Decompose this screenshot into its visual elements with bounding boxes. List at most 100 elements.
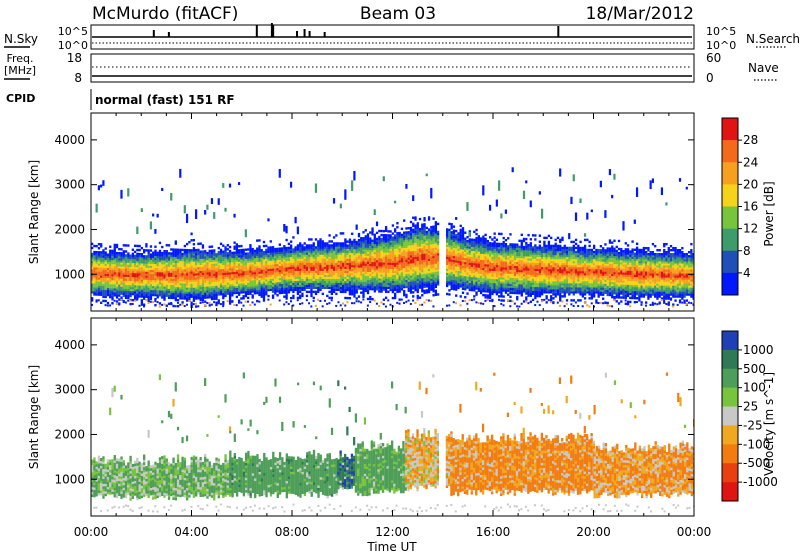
- power-cell: [468, 258, 471, 261]
- power-cell: [262, 277, 266, 280]
- power-cell: [357, 283, 361, 286]
- power-cell: [154, 259, 157, 263]
- power-cell: [330, 248, 333, 251]
- power-cell: [276, 294, 279, 297]
- power-cell: [482, 257, 485, 261]
- power-cell: [455, 244, 458, 247]
- power-cell: [346, 286, 349, 290]
- power-cell: [95, 275, 98, 278]
- power-cell: [258, 249, 261, 252]
- power-cell: [224, 274, 227, 277]
- power-cell: [375, 288, 379, 291]
- power-cell: [427, 290, 431, 294]
- power-cell: [423, 259, 426, 262]
- power-cell: [382, 270, 386, 273]
- power-cell: [253, 255, 257, 259]
- power-cell: [262, 265, 266, 268]
- power-cell: [156, 261, 159, 265]
- power-cell: [351, 244, 354, 248]
- power-cell: [330, 288, 333, 292]
- power-cell: [373, 288, 376, 291]
- power-cell: [375, 269, 379, 273]
- power-cell: [330, 250, 333, 253]
- power-cell: [371, 251, 374, 255]
- power-cell: [172, 282, 175, 286]
- power-cell: [468, 238, 471, 241]
- power-cell: [287, 266, 291, 270]
- power-cell: [362, 285, 365, 288]
- power-cell: [321, 252, 324, 255]
- power-cell: [373, 209, 376, 216]
- power-cell: [378, 235, 381, 239]
- power-cell: [215, 285, 218, 288]
- power-cell: [450, 283, 453, 286]
- power-cell: [244, 248, 248, 251]
- power-cell: [305, 286, 309, 290]
- power-cell: [154, 289, 157, 293]
- power-cell: [360, 285, 363, 288]
- power-cell: [305, 270, 309, 273]
- power-cell: [115, 274, 119, 277]
- power-cell: [310, 282, 313, 285]
- power-cell: [328, 286, 331, 290]
- power-cell: [136, 295, 139, 298]
- power-cell: [265, 256, 268, 260]
- power-cell: [165, 272, 168, 275]
- power-cell: [446, 264, 449, 267]
- power-cell: [337, 254, 340, 257]
- power-cell: [412, 238, 415, 242]
- power-cell: [118, 256, 121, 259]
- power-cell: [294, 216, 297, 224]
- power-cell: [271, 270, 275, 273]
- power-cell: [149, 285, 153, 289]
- power-cell: [466, 272, 469, 275]
- power-cell: [283, 255, 286, 258]
- power-cell: [228, 274, 232, 277]
- power-cell: [488, 294, 492, 297]
- power-cell: [233, 275, 236, 279]
- power-cell: [244, 282, 248, 286]
- power-cell: [152, 293, 155, 297]
- power-cell: [495, 244, 499, 248]
- power-cell: [448, 267, 451, 270]
- power-cell: [156, 301, 159, 304]
- power-cell: [176, 286, 180, 290]
- power-cell: [206, 290, 209, 293]
- power-cell: [222, 272, 225, 276]
- power-cell: [321, 272, 324, 275]
- power-cell: [256, 283, 259, 287]
- power-cell: [251, 290, 254, 293]
- power-cell: [289, 286, 293, 290]
- power-cell: [249, 262, 252, 265]
- power-cell: [326, 278, 329, 281]
- power-cell: [450, 233, 453, 236]
- power-cell: [237, 261, 241, 264]
- power-cell: [371, 285, 374, 289]
- power-cell: [240, 297, 243, 300]
- power-cell: [373, 257, 376, 261]
- power-cell: [448, 304, 451, 307]
- power-cell: [387, 282, 390, 285]
- power-cell: [183, 262, 187, 266]
- power-cell: [265, 262, 268, 266]
- power-cell: [387, 242, 390, 245]
- power-cell: [332, 286, 336, 290]
- power-cell: [131, 256, 135, 260]
- power-cell: [391, 282, 395, 286]
- power-cell: [391, 272, 395, 276]
- power-cell: [339, 203, 342, 209]
- power-cell: [161, 274, 164, 277]
- power-cell: [95, 289, 98, 292]
- power-cell: [91, 260, 94, 264]
- power-cell: [353, 262, 356, 266]
- power-cell: [432, 259, 435, 263]
- power-cell: [199, 250, 202, 253]
- power-cell: [127, 280, 130, 284]
- power-cell: [115, 294, 119, 297]
- power-cell: [400, 276, 404, 279]
- power-cell: [414, 260, 417, 264]
- power-cell: [127, 276, 130, 279]
- power-cell: [353, 246, 356, 250]
- power-cell: [305, 284, 309, 288]
- power-cell: [457, 260, 460, 263]
